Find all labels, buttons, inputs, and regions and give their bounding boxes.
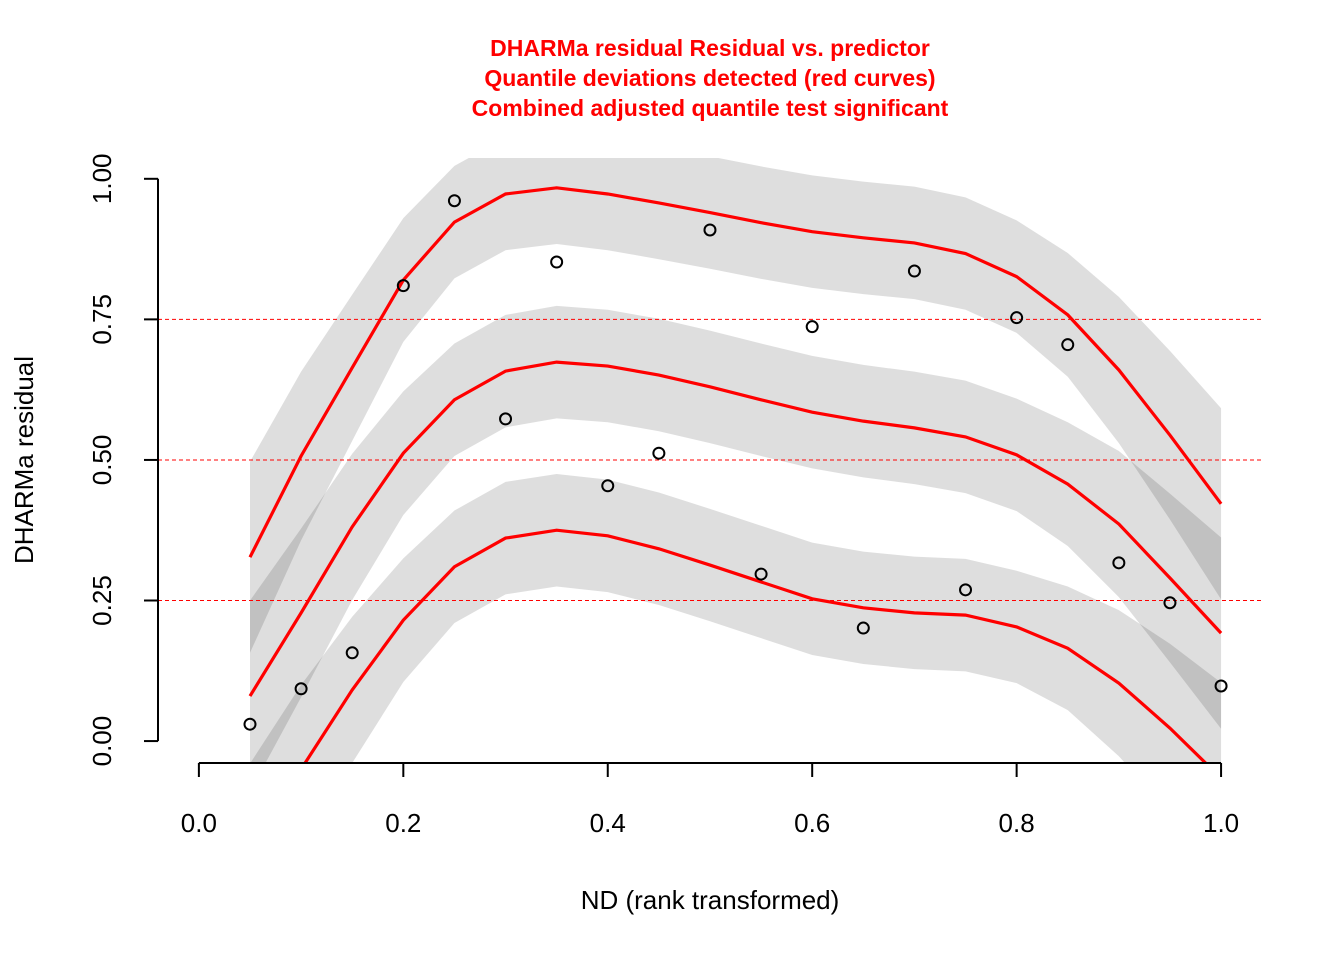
data-point xyxy=(601,479,615,493)
quantile-band xyxy=(249,305,1222,763)
data-point xyxy=(907,264,921,278)
x-tick-label: 0.2 xyxy=(385,808,421,838)
data-point xyxy=(805,320,819,334)
data-point xyxy=(1163,596,1177,610)
chart-title: Quantile deviations detected (red curves… xyxy=(484,65,935,91)
x-tick-label: 0.4 xyxy=(590,808,626,838)
plot-area xyxy=(158,158,1264,763)
data-point xyxy=(1061,338,1075,352)
y-tick-label: 0.75 xyxy=(87,294,117,345)
y-axis-label: DHARMa residual xyxy=(9,356,39,564)
data-point xyxy=(703,223,717,237)
chart-title: DHARMa residual Residual vs. predictor xyxy=(490,35,930,61)
y-tick-label: 1.00 xyxy=(87,153,117,204)
y-tick-label: 0.25 xyxy=(87,575,117,626)
data-point xyxy=(243,717,257,731)
x-tick-label: 0.6 xyxy=(794,808,830,838)
data-point xyxy=(754,567,768,581)
quantile-curve xyxy=(303,528,1208,763)
quantile-curve xyxy=(248,360,1223,697)
data-point xyxy=(856,621,870,635)
quantile-curve xyxy=(248,186,1223,558)
x-axis-label: ND (rank transformed) xyxy=(581,885,840,915)
data-point xyxy=(1010,311,1024,325)
quantile-band xyxy=(249,158,1222,653)
data-point xyxy=(345,646,359,660)
data-point xyxy=(1112,556,1126,570)
data-point xyxy=(959,583,973,597)
data-point xyxy=(447,194,461,208)
data-point xyxy=(550,255,564,269)
x-tick-label: 1.0 xyxy=(1203,808,1239,838)
data-point xyxy=(652,446,666,460)
chart-title: Combined adjusted quantile test signific… xyxy=(472,95,949,121)
x-tick-label: 0.0 xyxy=(181,808,217,838)
data-point xyxy=(396,279,410,293)
data-point xyxy=(294,682,308,696)
y-tick-label: 0.00 xyxy=(87,716,117,767)
x-tick-label: 0.8 xyxy=(999,808,1035,838)
y-tick-label: 0.50 xyxy=(87,435,117,486)
data-point xyxy=(499,412,513,426)
data-point xyxy=(1214,679,1228,693)
